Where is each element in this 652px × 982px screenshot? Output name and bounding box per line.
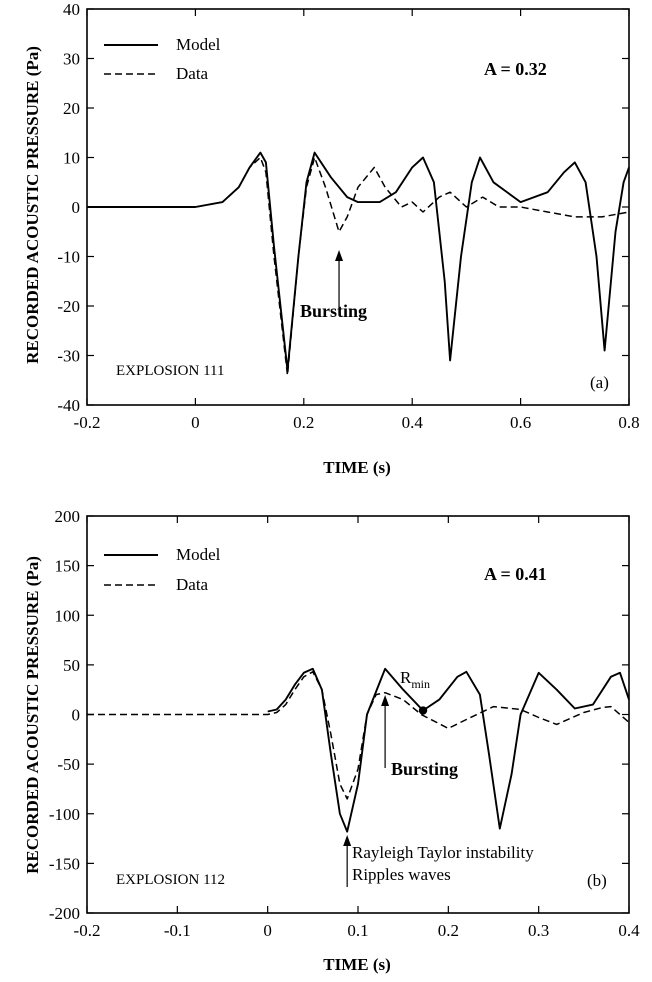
legend-model-label-b: Model <box>176 545 221 564</box>
event-label-b: Bursting <box>391 759 458 779</box>
y-tick-label-a-6: 20 <box>63 99 80 118</box>
x-tick-label-a-4: 0.6 <box>510 413 531 432</box>
bursting-arrow-b-head <box>381 695 390 706</box>
x-tick-label-a-3: 0.4 <box>402 413 424 432</box>
x-tick-label-a-5: 0.8 <box>618 413 639 432</box>
legend-model-label-a: Model <box>176 35 221 54</box>
x-axis-label-a: TIME (s) <box>323 458 391 477</box>
y-tick-label-b-6: 100 <box>55 606 81 625</box>
y-axis-label-a: RECORDED ACOUSTIC PRESSURE (Pa) <box>23 46 42 364</box>
rmin-sub: min <box>411 677 430 691</box>
y-tick-label-b-8: 200 <box>55 507 81 526</box>
y-tick-label-a-0: -40 <box>57 396 80 415</box>
y-tick-label-b-7: 150 <box>55 557 81 576</box>
panel-label-a: (a) <box>590 373 609 392</box>
param-label-a: A = 0.32 <box>484 59 547 79</box>
x-tick-label-b-0: -0.2 <box>74 921 101 940</box>
y-tick-label-b-5: 50 <box>63 656 80 675</box>
bursting-arrow-a-head <box>335 250 344 261</box>
y-tick-label-b-0: -200 <box>49 904 80 923</box>
y-tick-label-a-7: 30 <box>63 50 80 69</box>
series-data-line-a <box>87 156 630 377</box>
y-tick-label-b-1: -150 <box>49 854 80 873</box>
y-tick-label-a-4: 0 <box>72 198 81 217</box>
event-label-a: Bursting <box>300 301 367 321</box>
y-tick-label-a-3: -10 <box>57 248 80 267</box>
x-tick-label-b-2: 0 <box>263 921 272 940</box>
legend-data-label-a: Data <box>176 64 209 83</box>
param-label-b: A = 0.41 <box>484 564 547 584</box>
y-tick-label-b-2: -100 <box>49 805 80 824</box>
rmin-marker-b <box>418 706 428 715</box>
explosion-label-a: EXPLOSION 111 <box>116 363 224 379</box>
x-tick-label-b-3: 0.1 <box>347 921 368 940</box>
legend-data-label-b: Data <box>176 575 209 594</box>
y-tick-label-b-3: -50 <box>57 755 80 774</box>
x-tick-label-a-2: 0.2 <box>293 413 314 432</box>
instability-label-b2: Ripples waves <box>352 865 451 884</box>
y-tick-label-a-2: -20 <box>57 297 80 316</box>
y-axis-label-b: RECORDED ACOUSTIC PRESSURE (Pa) <box>23 556 42 874</box>
x-tick-label-b-6: 0.4 <box>618 921 640 940</box>
x-tick-label-a-1: 0 <box>191 413 200 432</box>
x-tick-label-a-0: -0.2 <box>74 413 101 432</box>
x-tick-label-b-5: 0.3 <box>528 921 549 940</box>
panel-b: RECORDED ACOUSTIC PRESSURE (Pa) TIME (s)… <box>23 507 640 974</box>
y-tick-label-a-5: 10 <box>63 149 80 168</box>
panel-label-b: (b) <box>587 871 607 890</box>
x-tick-label-b-1: -0.1 <box>164 921 191 940</box>
x-axis-label-b: TIME (s) <box>323 955 391 974</box>
y-tick-label-a-8: 40 <box>63 0 80 19</box>
rmin-main: R <box>400 668 412 687</box>
panel-a: RECORDED ACOUSTIC PRESSURE (Pa) TIME (s)… <box>23 0 640 477</box>
instability-arrow-b-head <box>343 835 352 846</box>
x-tick-label-b-4: 0.2 <box>438 921 459 940</box>
series-model-line-b <box>267 667 630 833</box>
y-tick-label-b-4: 0 <box>72 706 81 725</box>
series-model-line-a <box>87 151 630 372</box>
instability-label-b1: Rayleigh Taylor instability <box>352 843 534 862</box>
y-tick-label-a-1: -30 <box>57 347 80 366</box>
rmin-label-b: Rmin <box>400 668 430 691</box>
explosion-label-b: EXPLOSION 112 <box>116 872 225 888</box>
